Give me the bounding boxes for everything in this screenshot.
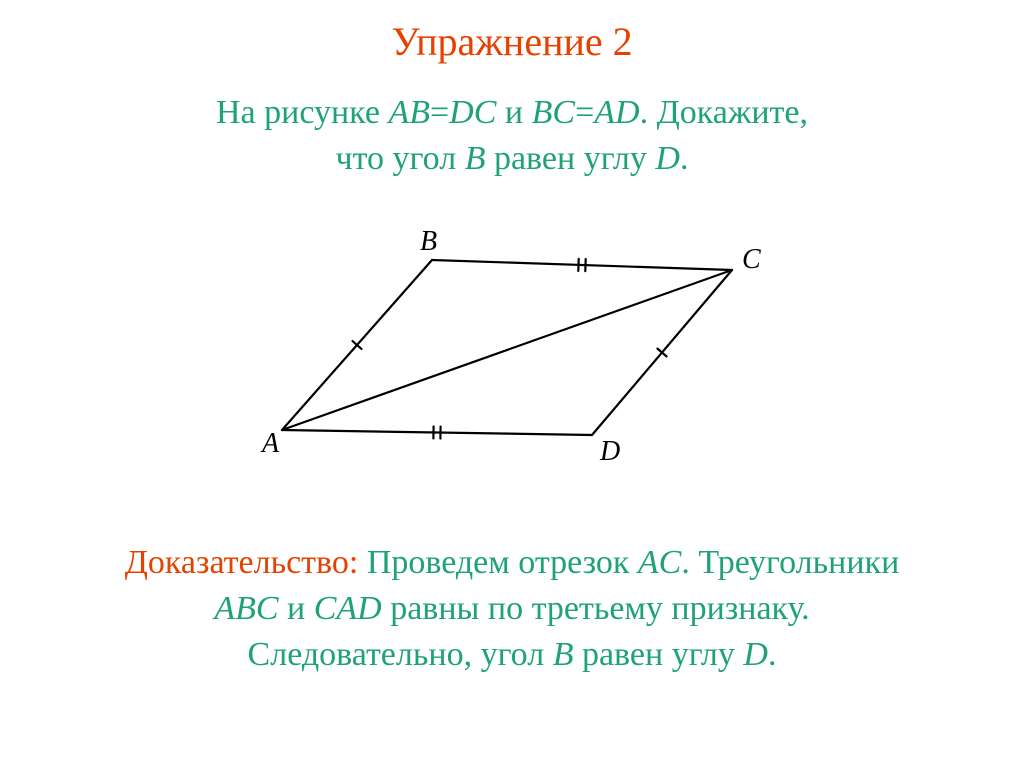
tail-text: . Докажите,: [640, 94, 808, 131]
svg-text:D: D: [599, 436, 620, 467]
proof-t4-pre: Следовательно, угол: [248, 636, 553, 673]
svg-text:B: B: [420, 226, 437, 257]
proof-text: Доказательство: Проведем отрезок AC. Тре…: [60, 540, 964, 678]
tail2-text: .: [680, 140, 689, 177]
slide-title: Упражнение 2: [0, 18, 1024, 65]
slide: Упражнение 2 На рисунке AB=DC и BC=AD. Д…: [0, 0, 1024, 768]
proof-label: Доказательство:: [125, 544, 359, 581]
expr-ad: AD: [594, 94, 639, 131]
svg-text:A: A: [260, 428, 280, 459]
svg-text:C: C: [742, 244, 761, 275]
diagram-container: A B C D: [0, 220, 1024, 485]
angle-b: B: [465, 140, 486, 177]
expr-ab: AB: [388, 94, 430, 131]
proof-t1: Проведем отрезок: [358, 544, 638, 581]
segment-ac: AC: [638, 544, 681, 581]
expr-dc: DC: [449, 94, 496, 131]
triangle-cad: CAD: [314, 590, 382, 627]
eq-sign: =: [430, 94, 449, 131]
and-text: и: [496, 94, 531, 131]
problem-text: На рисунке: [216, 94, 388, 131]
proof-t4-tail: .: [768, 636, 777, 673]
proof-t3-tail: равны по третьему признаку.: [382, 590, 810, 627]
expr-bc: BC: [532, 94, 575, 131]
proof-t4-mid: равен углу: [573, 636, 743, 673]
problem-statement: На рисунке AB=DC и BC=AD. Докажите, что …: [0, 90, 1024, 182]
angle-d: D: [655, 140, 680, 177]
proof-t3-mid: и: [279, 590, 314, 627]
proof-t2: . Треугольники: [681, 544, 899, 581]
triangle-abc: ABC: [214, 590, 278, 627]
proof-angle-d: D: [743, 636, 768, 673]
mid-text: равен углу: [485, 140, 655, 177]
line2-pre: что угол: [336, 140, 465, 177]
proof-angle-b: B: [553, 636, 574, 673]
eq-sign: =: [575, 94, 594, 131]
parallelogram-diagram: A B C D: [252, 220, 772, 480]
